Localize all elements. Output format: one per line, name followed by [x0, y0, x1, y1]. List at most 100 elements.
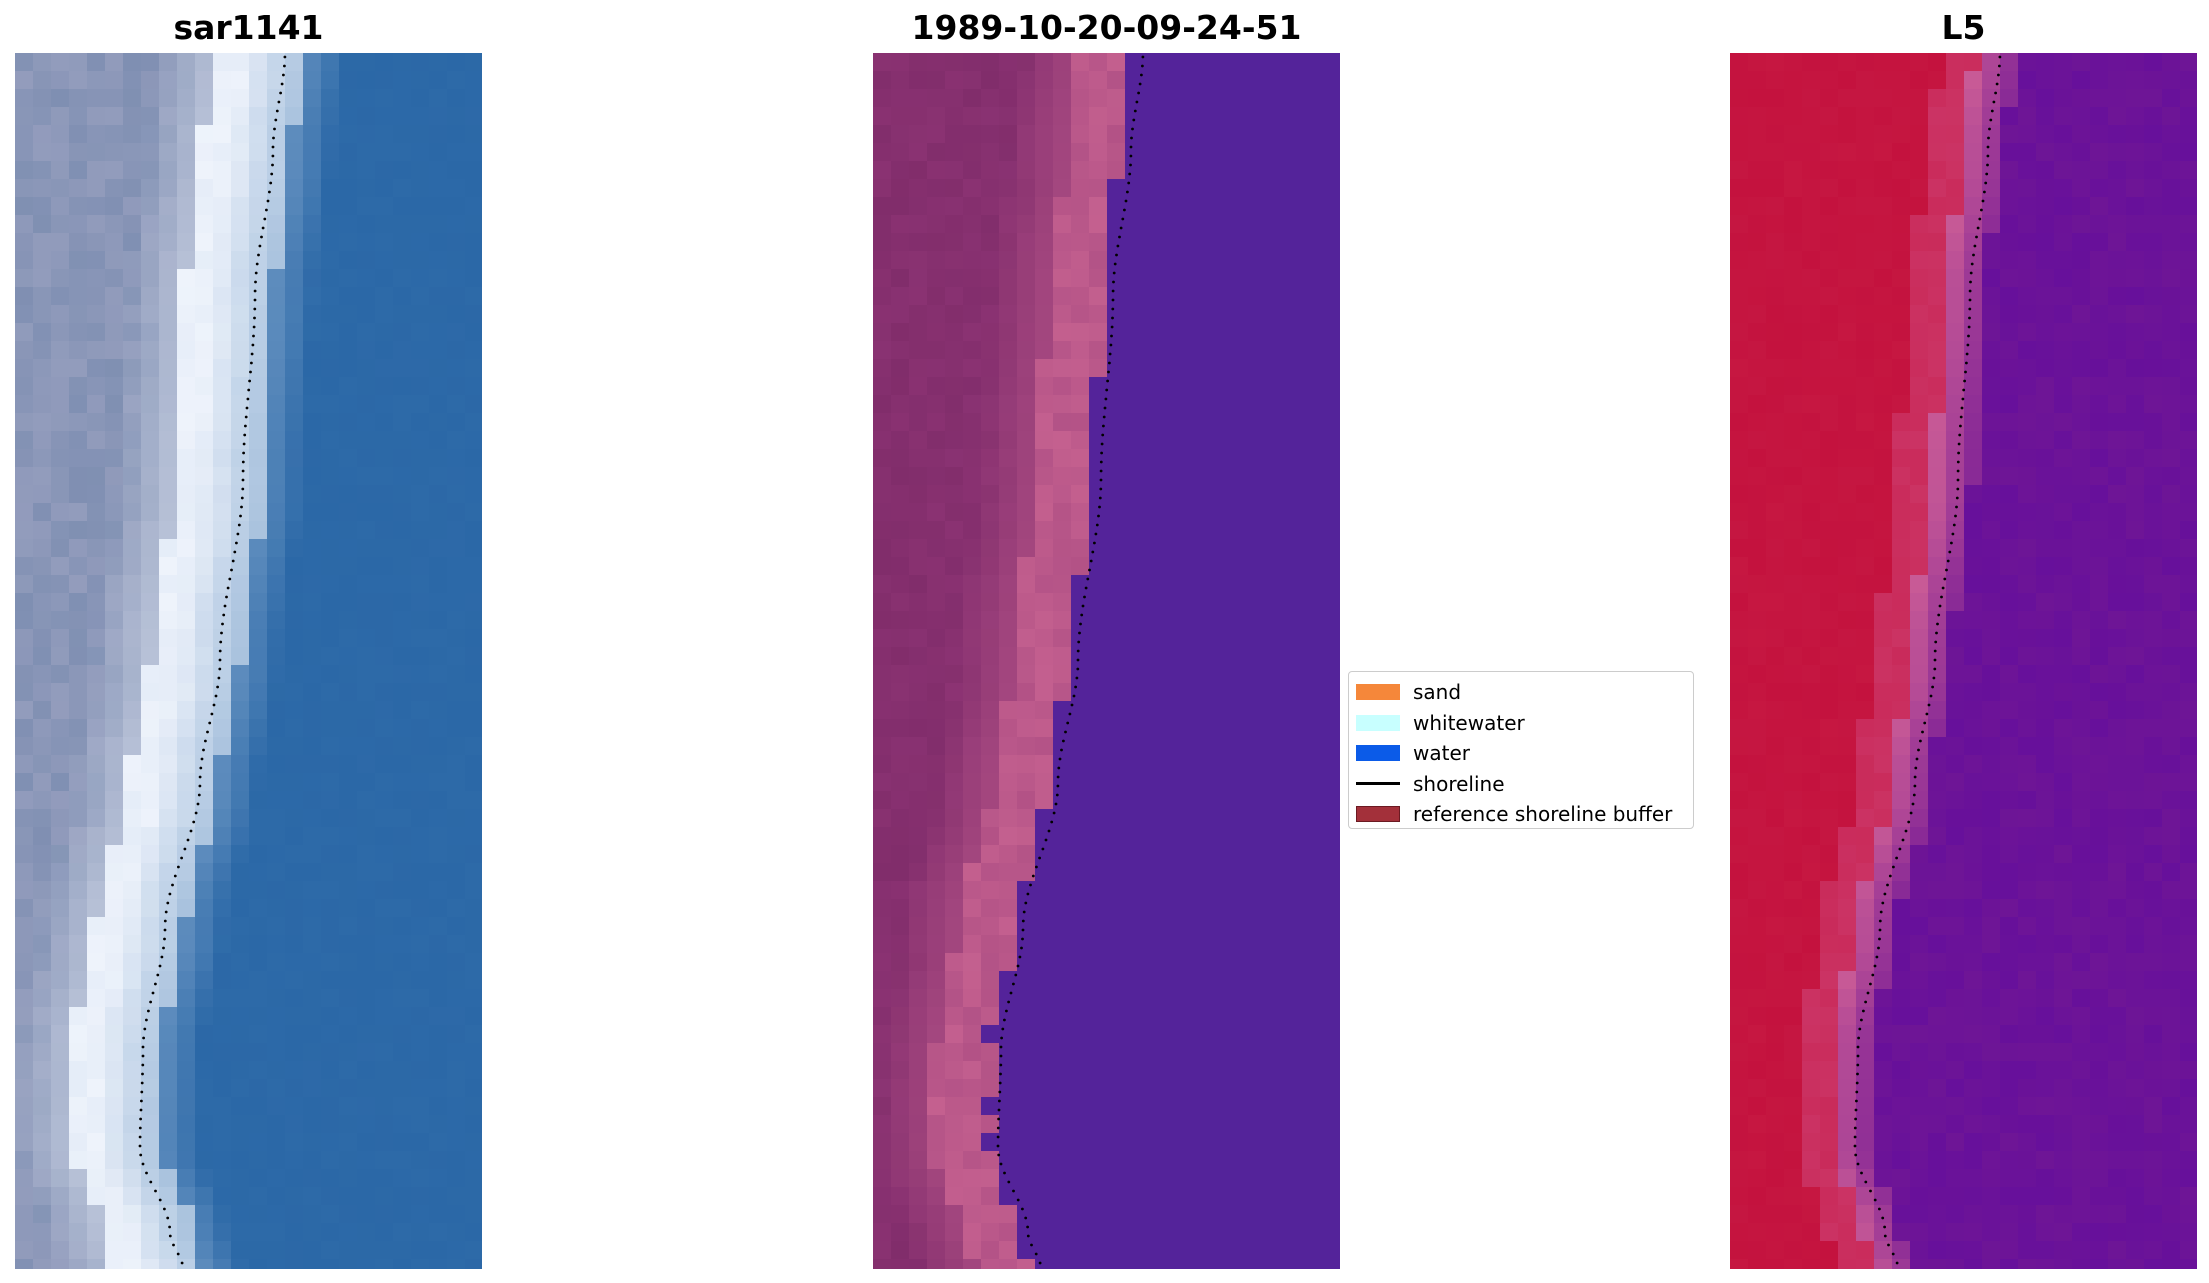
pixel-cell [393, 1259, 412, 1269]
pixel-cell [873, 845, 892, 864]
pixel-cell [1251, 233, 1270, 252]
pixel-cell [375, 971, 394, 990]
pixel-cell [33, 899, 52, 918]
pixel-cell [1820, 755, 1839, 774]
pixel-cell [927, 809, 946, 828]
pixel-cell [2000, 161, 2019, 180]
pixel-cell [1287, 935, 1306, 954]
pixel-cell [51, 773, 70, 792]
pixel-cell [1305, 359, 1324, 378]
pixel-cell [303, 1043, 322, 1062]
pixel-cell [393, 1007, 412, 1026]
shoreline-point [1074, 685, 1077, 689]
pixel-cell [1305, 1151, 1324, 1170]
pixel-cell [357, 125, 376, 144]
pixel-cell [999, 1169, 1018, 1188]
pixel-cell [1910, 305, 1929, 324]
pixel-cell [159, 665, 178, 684]
shoreline-point [141, 1072, 144, 1076]
pixel-cell [909, 863, 928, 882]
index-image-panel [1730, 53, 2197, 1269]
shoreline-point [138, 1126, 142, 1130]
pixel-cell [1197, 899, 1216, 918]
pixel-cell [231, 647, 250, 666]
pixel-cell [1748, 827, 1767, 846]
pixel-cell [1125, 593, 1144, 612]
pixel-cell [411, 575, 430, 594]
pixel-cell [1323, 1007, 1340, 1026]
pixel-cell [69, 107, 88, 126]
pixel-cell [267, 1169, 286, 1188]
pixel-cell [999, 179, 1018, 198]
pixel-cell [999, 143, 1018, 162]
pixel-cell [927, 215, 946, 234]
pixel-cell [1287, 359, 1306, 378]
shoreline-point [1060, 748, 1063, 752]
pixel-cell [1233, 395, 1252, 414]
pixel-cell [231, 251, 250, 270]
legend-label: whitewater [1413, 710, 1525, 735]
pixel-cell [357, 1205, 376, 1224]
pixel-cell [1748, 683, 1767, 702]
pixel-cell [2000, 503, 2019, 522]
pixel-cell [447, 1025, 466, 1044]
pixel-cell [2126, 107, 2145, 126]
pixel-cell [945, 341, 964, 360]
pixel-cell [1035, 341, 1054, 360]
pixel-cell [2054, 269, 2073, 288]
pixel-cell [1215, 809, 1234, 828]
pixel-cell [981, 215, 1000, 234]
pixel-cell [2126, 557, 2145, 576]
shoreline-point [1034, 1252, 1038, 1256]
pixel-cell [1838, 233, 1857, 252]
pixel-cell [1928, 125, 1947, 144]
pixel-cell [1071, 89, 1090, 108]
pixel-cell [1197, 629, 1216, 648]
pixel-cell [981, 53, 1000, 72]
pixel-cell [105, 701, 124, 720]
pixel-cell [2126, 665, 2145, 684]
pixel-cell [2072, 323, 2091, 342]
pixel-cell [1856, 125, 1875, 144]
pixel-cell [447, 377, 466, 396]
pixel-cell [2144, 683, 2163, 702]
pixel-cell [2126, 647, 2145, 666]
pixel-cell [159, 1241, 178, 1260]
pixel-cell [429, 485, 448, 504]
pixel-cell [195, 89, 214, 108]
pixel-cell [411, 917, 430, 936]
pixel-cell [1215, 539, 1234, 558]
pixel-cell [51, 737, 70, 756]
pixel-cell [2054, 593, 2073, 612]
pixel-cell [981, 1061, 1000, 1080]
pixel-cell [963, 557, 982, 576]
pixel-cell [927, 953, 946, 972]
pixel-cell [999, 485, 1018, 504]
pixel-cell [51, 467, 70, 486]
shoreline-point [253, 289, 257, 293]
pixel-cell [1856, 413, 1875, 432]
pixel-cell [1730, 719, 1749, 738]
pixel-cell [267, 845, 286, 864]
pixel-cell [2072, 791, 2091, 810]
pixel-cell [981, 377, 1000, 396]
pixel-cell [1179, 305, 1198, 324]
pixel-cell [357, 71, 376, 90]
shoreline-point [1126, 190, 1129, 194]
pixel-cell [177, 449, 196, 468]
pixel-cell [195, 251, 214, 270]
pixel-cell [1107, 917, 1126, 936]
pixel-cell [393, 1079, 412, 1098]
pixel-cell [1161, 377, 1180, 396]
pixel-cell [267, 323, 286, 342]
pixel-cell [1269, 791, 1288, 810]
pixel-cell [2144, 503, 2163, 522]
pixel-cell [2090, 143, 2109, 162]
pixel-cell [1287, 1133, 1306, 1152]
pixel-cell [105, 215, 124, 234]
pixel-cell [393, 809, 412, 828]
pixel-cell [1251, 161, 1270, 180]
pixel-cell [123, 179, 142, 198]
pixel-cell [2036, 395, 2055, 414]
pixel-cell [411, 701, 430, 720]
